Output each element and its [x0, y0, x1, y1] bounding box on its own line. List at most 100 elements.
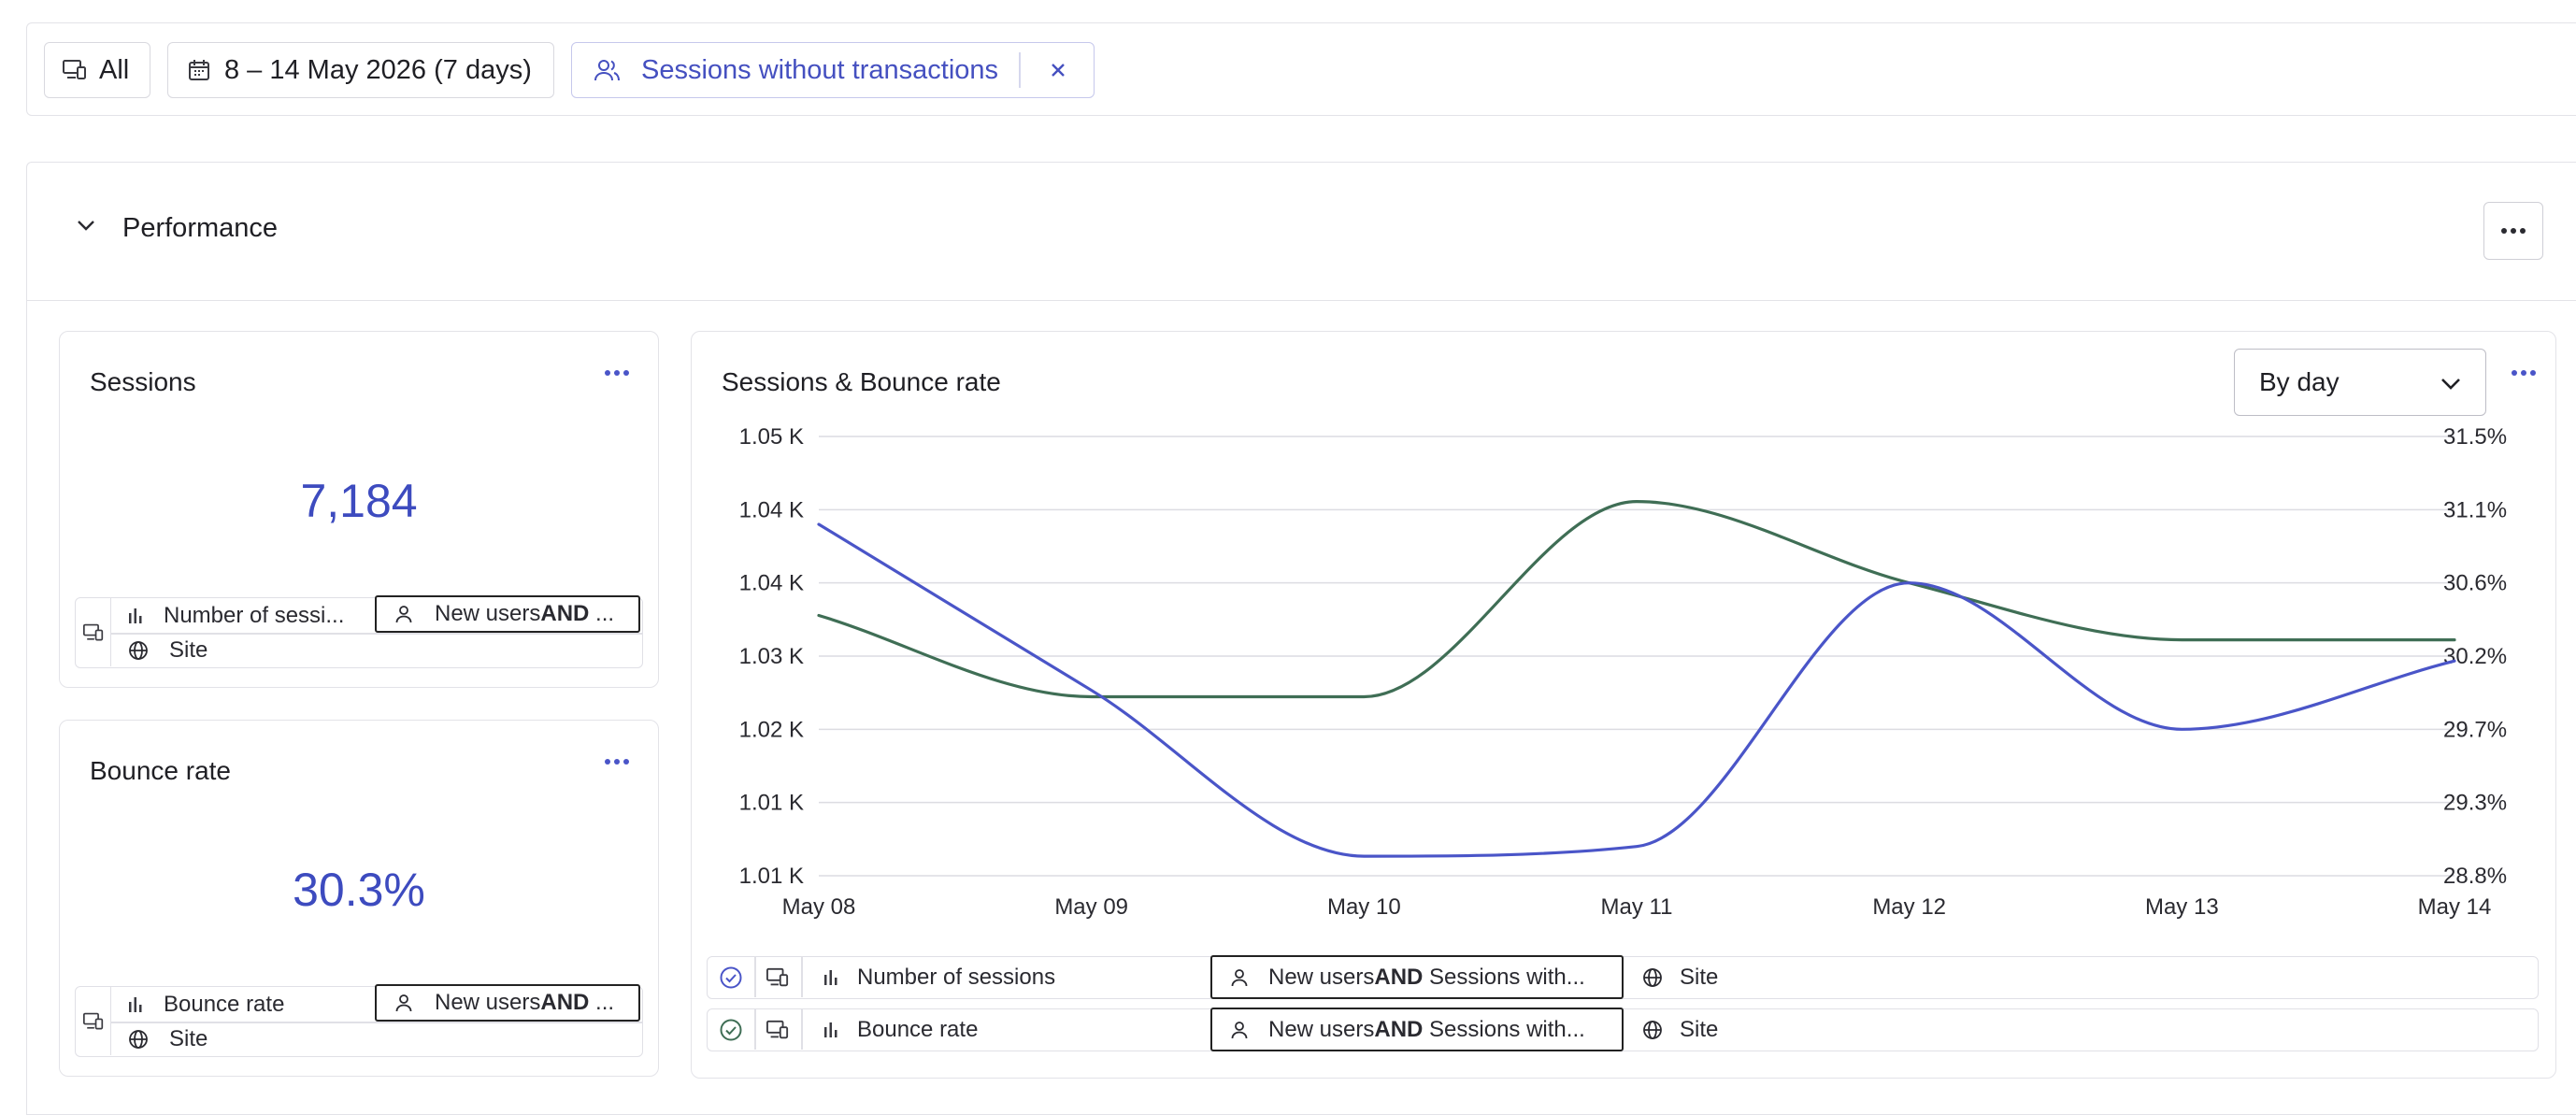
- devices-icon: [766, 957, 790, 997]
- x-tick-label: May 11: [1601, 894, 1673, 920]
- users-icon: [593, 57, 621, 83]
- chart-more-button[interactable]: [2511, 369, 2537, 377]
- y-left-tick-label: 1.02 K: [739, 717, 804, 742]
- devices-icon: [62, 58, 88, 82]
- check-circle-icon[interactable]: [719, 957, 743, 997]
- x-tick-label: May 12: [1872, 894, 1946, 920]
- kpi-metric-label: Bounce rate: [164, 992, 285, 1017]
- legend-segment-suffix: Sessions with...: [1423, 964, 1585, 990]
- globe-icon: [128, 640, 149, 661]
- bar-chart-icon: [823, 957, 838, 997]
- bar-chart-icon: [823, 1009, 838, 1050]
- kpi-title: Bounce rate: [90, 756, 231, 785]
- y-right-tick-label: 30.6%: [2443, 571, 2507, 596]
- x-tick-label: May 09: [1054, 894, 1128, 920]
- legend-segment-suffix: Sessions with...: [1423, 1016, 1585, 1042]
- kpi-more-button[interactable]: [604, 369, 630, 377]
- legend-row-bounce-rate[interactable]: Bounce rate New users AND Sessions with..…: [707, 1008, 2539, 1051]
- chevron-down-icon: [2439, 372, 2463, 396]
- collapse-section-button[interactable]: [74, 213, 98, 237]
- legend-segment-and: AND: [1374, 1016, 1424, 1042]
- kpi-config-rows: Bounce rate New users AND ... Site: [75, 984, 643, 1057]
- row-divider: [111, 1022, 642, 1023]
- user-icon: [395, 993, 412, 1012]
- y-left-tick-label: 1.04 K: [739, 571, 804, 596]
- legend-scope-label: Site: [1680, 1016, 1719, 1042]
- kpi-scope[interactable]: Site: [128, 636, 208, 665]
- kpi-metric[interactable]: Bounce rate: [128, 991, 284, 1019]
- more-horizontal-icon: [605, 759, 629, 765]
- kpi-segment-suffix: ...: [589, 990, 615, 1015]
- device-filter-label: All: [99, 54, 130, 85]
- y-left-tick-label: 1.01 K: [739, 791, 804, 816]
- kpi-segment-prefix: New users: [435, 990, 541, 1015]
- sessions-kpi-card: Sessions 7,184 Number of sessi... New us…: [59, 331, 659, 688]
- bounce-rate-kpi-card: Bounce rate 30.3% Bounce rate New users A…: [59, 720, 659, 1077]
- devices-icon: [76, 987, 111, 1055]
- row-divider: [111, 633, 642, 635]
- series-line-number-of-sessions: [817, 522, 2456, 858]
- check-circle-icon[interactable]: [719, 1009, 743, 1050]
- legend-segment[interactable]: New users AND Sessions with...: [1210, 955, 1624, 999]
- devices-icon: [76, 598, 111, 666]
- calendar-icon: [187, 58, 211, 82]
- y-right-tick-label: 28.8%: [2443, 864, 2507, 889]
- remove-segment-button[interactable]: [1038, 43, 1079, 96]
- legend-divider: [754, 957, 756, 997]
- y-left-tick-label: 1.03 K: [739, 644, 804, 669]
- filter-bar: All 8 – 14 May 2026 (7 days) Sessions wi…: [26, 22, 2576, 116]
- legend-scope-label: Site: [1680, 964, 1719, 990]
- date-range-chip[interactable]: 8 – 14 May 2026 (7 days): [167, 42, 554, 98]
- kpi-metric-label: Number of sessi...: [164, 603, 345, 628]
- y-right-tick-label: 29.7%: [2443, 717, 2507, 742]
- legend-divider: [754, 1009, 756, 1050]
- legend-segment[interactable]: New users AND Sessions with...: [1210, 1008, 1624, 1051]
- y-right-tick-label: 31.5%: [2443, 424, 2507, 450]
- x-tick-label: May 14: [2418, 894, 2492, 920]
- y-left-tick-label: 1.04 K: [739, 497, 804, 522]
- chevron-down-icon: [78, 221, 94, 231]
- devices-icon: [766, 1009, 790, 1050]
- line-chart: 1.05 K 31.5% 1.04 K 31.1% 1.04 K 30.6% 1.03 K 3…: [739, 424, 2507, 920]
- kpi-segment-prefix: New users: [435, 601, 541, 626]
- kpi-scope[interactable]: Site: [128, 1025, 208, 1053]
- granularity-select[interactable]: By day: [2234, 349, 2486, 416]
- section-more-button[interactable]: [2483, 202, 2543, 260]
- globe-icon: [1642, 957, 1663, 997]
- y-right-tick-label: 30.2%: [2443, 644, 2507, 669]
- kpi-segment[interactable]: New users AND ...: [375, 595, 640, 633]
- granularity-label: By day: [2259, 367, 2340, 396]
- performance-section: Performance Sessions 7,184 Number of ses…: [26, 162, 2576, 1115]
- x-tick-label: May 08: [782, 894, 856, 920]
- close-icon: [1052, 63, 1065, 77]
- kpi-value: 7,184: [300, 475, 418, 527]
- kpi-value: 30.3%: [293, 864, 425, 916]
- y-right-tick-label: 31.1%: [2443, 497, 2507, 522]
- more-horizontal-icon: [2501, 228, 2526, 234]
- kpi-metric[interactable]: Number of sessi...: [128, 602, 344, 630]
- kpi-scope-label: Site: [169, 637, 208, 663]
- kpi-segment-suffix: ...: [589, 601, 615, 626]
- device-filter-chip[interactable]: All: [44, 42, 150, 98]
- section-title: Performance: [122, 213, 279, 243]
- series-line-bounce-rate: [817, 500, 2456, 699]
- legend-segment-prefix: New users: [1268, 964, 1375, 990]
- legend-metric-label: Number of sessions: [857, 964, 1056, 990]
- kpi-more-button[interactable]: [604, 758, 630, 765]
- section-header: Performance: [27, 163, 2576, 301]
- legend-segment-and: AND: [1374, 964, 1424, 990]
- sessions-bounce-chart-card: Sessions & Bounce rate By day 1.05 K 31.5…: [691, 331, 2556, 1079]
- user-icon: [1231, 968, 1248, 987]
- kpi-segment-and: AND: [540, 990, 590, 1015]
- kpi-segment[interactable]: New users AND ...: [375, 984, 640, 1022]
- more-horizontal-icon: [605, 370, 629, 376]
- globe-icon: [1642, 1009, 1663, 1050]
- globe-icon: [128, 1029, 149, 1050]
- legend-row-sessions[interactable]: Number of sessions New users AND Sessions…: [707, 955, 2539, 999]
- x-tick-label: May 10: [1327, 894, 1401, 920]
- date-range-label: 8 – 14 May 2026 (7 days): [224, 54, 532, 85]
- segment-chip[interactable]: Sessions without transactions: [571, 42, 1095, 98]
- legend-metric-label: Bounce rate: [857, 1016, 979, 1042]
- legend-divider: [801, 957, 803, 997]
- kpi-config-rows: Number of sessi... New users AND ... Site: [75, 595, 643, 668]
